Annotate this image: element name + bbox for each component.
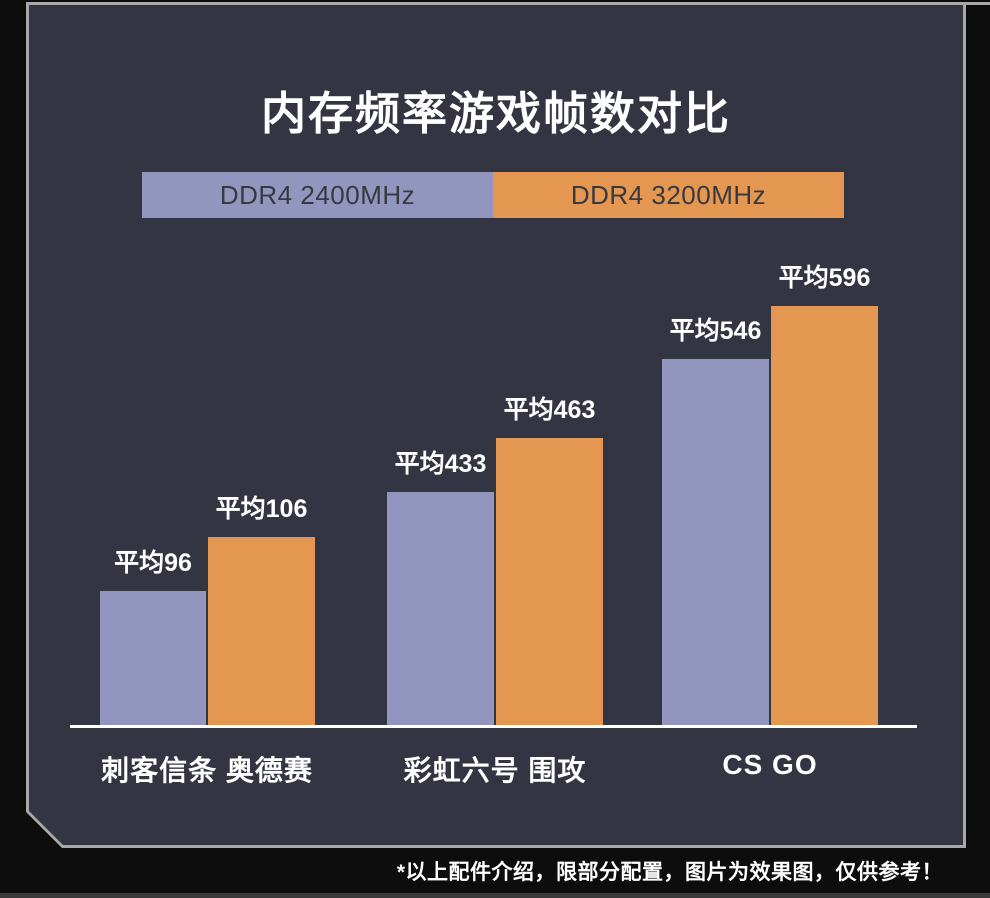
bar-group-2-series-1	[387, 492, 494, 725]
bar-group-1-series-1	[100, 591, 206, 725]
category-label-2: 彩虹六号 围攻	[403, 755, 587, 786]
legend-item-ddr4-2400: DDR4 2400MHz	[142, 172, 493, 218]
bar-chart: 平均96 平均106 刺客信条 奥德赛 平均433 平均463 彩虹六号 围攻 平均546 平…	[29, 5, 963, 845]
bar-group-3-series-1	[662, 359, 769, 725]
chart-panel: 内存频率游戏帧数对比 DDR4 2400MHz DDR4 3200MHz 平均9…	[26, 2, 966, 848]
bottom-edge-strip	[0, 893, 990, 898]
chart-panel-background: 内存频率游戏帧数对比 DDR4 2400MHz DDR4 3200MHz 平均9…	[29, 5, 963, 845]
bar-value-label-group-3-series-1: 平均546	[669, 317, 762, 345]
bar-value-label-group-3-series-2: 平均596	[778, 264, 871, 292]
legend: DDR4 2400MHz DDR4 3200MHz	[142, 172, 844, 218]
bar-value-label-group-1-series-2: 平均106	[215, 495, 308, 523]
legend-item-ddr4-3200: DDR4 3200MHz	[493, 172, 844, 218]
footer-note: *以上配件介绍，限部分配置，图片为效果图，仅供参考！	[396, 861, 943, 884]
bar-value-label-group-2-series-1: 平均433	[394, 450, 487, 478]
legend-label-ddr4-2400: DDR4 2400MHz	[219, 179, 416, 210]
top-border-line	[26, 2, 990, 5]
bar-group-1-series-2	[208, 537, 315, 725]
bar-value-label-group-1-series-1: 平均96	[114, 549, 192, 577]
legend-label-ddr4-3200: DDR4 3200MHz	[570, 179, 767, 210]
bar-group-3-series-2	[771, 306, 878, 725]
chart-title: 内存频率游戏帧数对比	[260, 88, 731, 139]
x-axis-line	[70, 725, 917, 728]
category-label-1: 刺客信条 奥德赛	[101, 755, 313, 786]
bar-value-label-group-2-series-2: 平均463	[503, 396, 596, 424]
category-label-3: CS GO	[722, 749, 818, 780]
bar-group-2-series-2	[496, 438, 603, 725]
